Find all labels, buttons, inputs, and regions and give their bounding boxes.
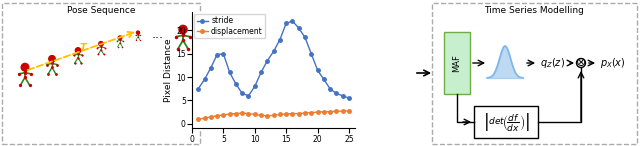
stride [232, 83, 240, 85]
stride [333, 93, 340, 94]
displacement [289, 113, 296, 114]
Circle shape [99, 42, 103, 46]
displacement [226, 113, 234, 115]
displacement [282, 113, 290, 115]
Text: Time Series Modelling: Time Series Modelling [484, 6, 584, 15]
displacement [244, 113, 252, 114]
displacement [320, 111, 328, 113]
displacement [213, 115, 221, 117]
stride [301, 36, 309, 38]
stride [264, 60, 271, 62]
Circle shape [118, 36, 122, 40]
Y-axis label: Pixel Distance: Pixel Distance [164, 38, 173, 102]
stride [326, 88, 334, 90]
Text: MAF: MAF [452, 54, 461, 72]
stride [339, 95, 346, 97]
displacement [270, 114, 278, 116]
stride [195, 88, 202, 90]
stride [226, 72, 234, 73]
stride [307, 53, 315, 55]
stride [257, 72, 265, 73]
Text: $p_X(x)$: $p_X(x)$ [600, 56, 626, 70]
Bar [474, 106, 538, 138]
Text: Pose Sequence: Pose Sequence [67, 6, 135, 15]
stride [289, 20, 296, 22]
displacement [220, 114, 227, 116]
Circle shape [21, 63, 29, 71]
stride [282, 22, 290, 24]
displacement [307, 112, 315, 113]
stride [201, 79, 209, 80]
displacement [295, 113, 303, 114]
Bar [2, 3, 200, 144]
Bar [444, 32, 470, 94]
displacement [238, 112, 246, 114]
displacement [339, 110, 346, 112]
Line: stride: stride [196, 19, 351, 100]
stride [251, 86, 259, 87]
Circle shape [179, 25, 187, 33]
stride [220, 53, 227, 55]
stride [213, 54, 221, 55]
displacement [326, 111, 334, 113]
displacement [207, 116, 214, 118]
displacement [345, 110, 353, 112]
Text: $q_Z(z)$: $q_Z(z)$ [540, 56, 565, 70]
stride [238, 93, 246, 94]
Bar [432, 3, 637, 144]
stride [320, 79, 328, 80]
Circle shape [49, 56, 55, 62]
displacement [251, 114, 259, 115]
stride [314, 69, 321, 71]
Circle shape [76, 48, 81, 53]
displacement [257, 114, 265, 116]
displacement [195, 118, 202, 120]
stride [276, 39, 284, 41]
displacement [232, 113, 240, 114]
stride [207, 67, 214, 69]
Text: $\otimes$: $\otimes$ [575, 57, 587, 69]
displacement [276, 114, 284, 115]
displacement [201, 117, 209, 119]
Circle shape [577, 59, 586, 67]
Line: displacement: displacement [196, 109, 351, 121]
stride [270, 51, 278, 52]
displacement [301, 112, 309, 114]
Text: Joint Data of
Both Feet: Joint Data of Both Feet [209, 62, 265, 84]
stride [345, 97, 353, 99]
Legend: stride, displacement: stride, displacement [195, 14, 265, 38]
Text: ...: ... [152, 27, 164, 40]
displacement [264, 115, 271, 117]
stride [244, 95, 252, 97]
Text: $\left|det\!\left(\dfrac{df}{dx}\right)\right|$: $\left|det\!\left(\dfrac{df}{dx}\right)\… [483, 111, 529, 133]
stride [295, 27, 303, 29]
Text: T: T [80, 43, 86, 53]
displacement [333, 110, 340, 112]
Circle shape [136, 31, 140, 34]
displacement [314, 111, 321, 113]
